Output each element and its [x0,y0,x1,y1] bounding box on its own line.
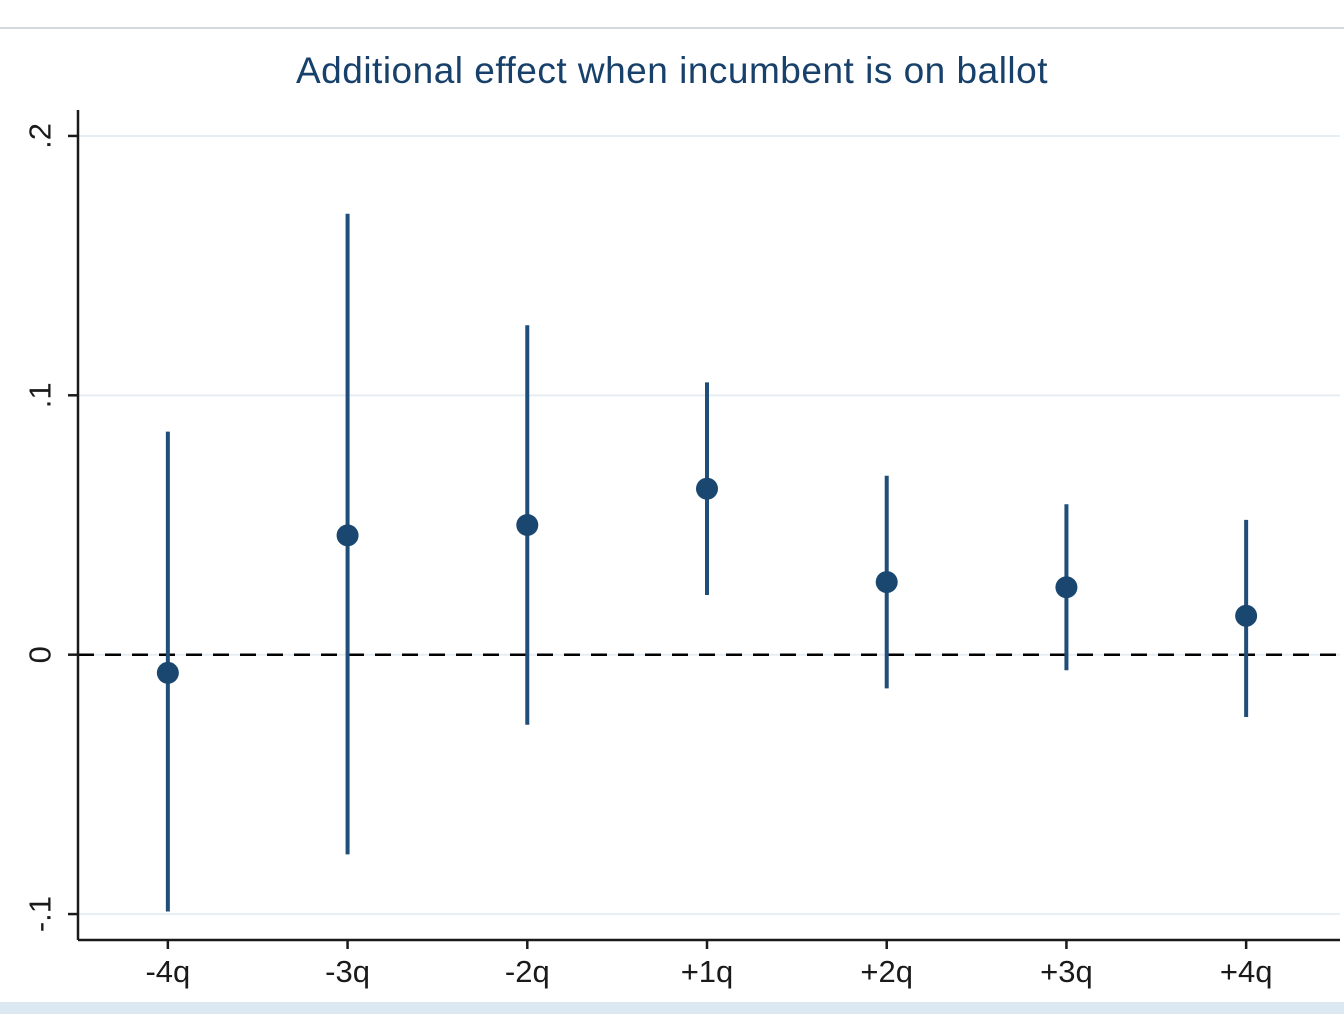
coefficient-marker [696,477,718,500]
coefficient-marker [336,524,359,547]
chart-title: Additional effect when incumbent is on b… [295,50,1048,91]
x-tick-label: +2q [860,954,913,989]
top-border-line [0,27,1344,29]
y-tick-label: .1 [23,382,58,408]
x-tick-label: -4q [145,954,190,989]
y-tick-label: -.1 [23,896,58,932]
y-tick-label: .2 [23,123,58,149]
coefficient-marker [1235,604,1258,627]
coefficient-marker [516,514,539,536]
coefficient-marker [1055,576,1078,599]
coefficient-marker [156,661,179,684]
x-tick-label: +1q [681,954,734,989]
x-tick-label: -2q [505,954,550,989]
y-tick-label: 0 [23,646,58,663]
coefficient-marker [875,571,898,594]
x-tick-label: +3q [1040,954,1093,989]
x-tick-label: +4q [1220,954,1273,989]
bottom-strip [0,1002,1344,1014]
x-tick-label: -3q [325,954,370,989]
